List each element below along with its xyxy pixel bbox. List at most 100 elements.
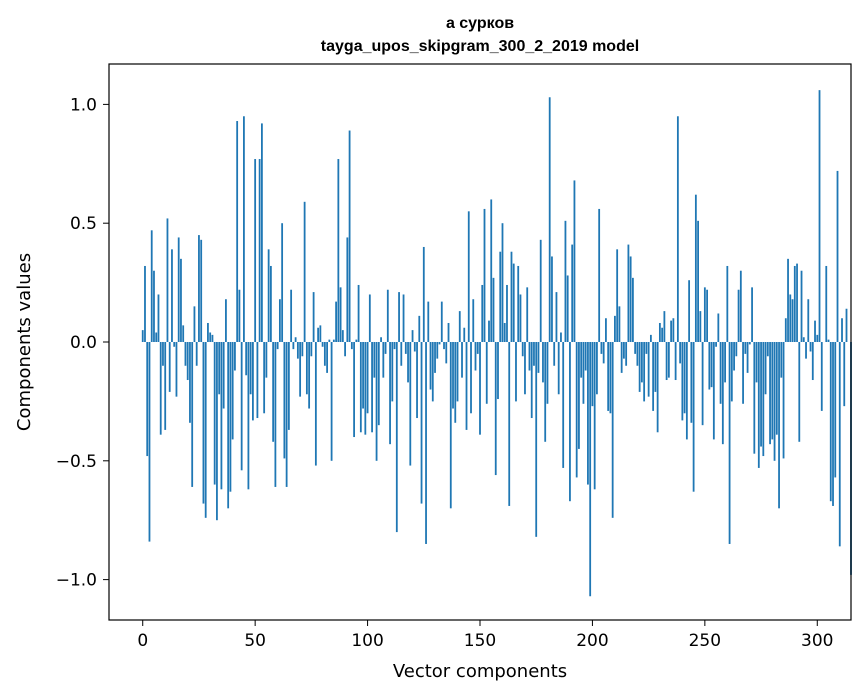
bar-85 bbox=[332, 339, 335, 342]
bar-169 bbox=[521, 342, 524, 357]
bar-214 bbox=[623, 342, 625, 359]
bar-234 bbox=[667, 342, 670, 378]
bar-309 bbox=[836, 170, 839, 342]
bar-178 bbox=[542, 342, 544, 383]
bar-121 bbox=[413, 342, 416, 352]
bar-64 bbox=[285, 342, 288, 487]
bar-255 bbox=[715, 342, 717, 347]
bar-38 bbox=[227, 342, 230, 509]
bar-262 bbox=[730, 342, 733, 402]
bar-16 bbox=[177, 237, 180, 342]
bar-226 bbox=[649, 334, 652, 342]
bar-228 bbox=[654, 342, 657, 392]
bar-294 bbox=[802, 337, 805, 342]
bar-12 bbox=[168, 342, 171, 392]
bar-257 bbox=[719, 342, 722, 404]
bar-200 bbox=[591, 342, 594, 407]
bar-191 bbox=[571, 244, 574, 342]
bar-65 bbox=[287, 342, 290, 430]
bar-190 bbox=[569, 342, 571, 502]
y-tick-label: −1.0 bbox=[56, 571, 97, 591]
x-tick-label: 200 bbox=[576, 631, 608, 651]
bar-231 bbox=[661, 327, 664, 342]
bar-126 bbox=[425, 342, 427, 544]
bar-227 bbox=[652, 342, 655, 411]
bar-201 bbox=[593, 342, 596, 490]
bar-184 bbox=[555, 292, 558, 342]
bar-52 bbox=[258, 159, 261, 342]
bar-22 bbox=[191, 342, 194, 487]
bar-203 bbox=[598, 208, 601, 342]
bar-265 bbox=[737, 289, 740, 342]
bar-83 bbox=[328, 339, 331, 342]
bar-18 bbox=[182, 325, 185, 342]
bar-100 bbox=[366, 342, 369, 414]
bar-118 bbox=[407, 342, 409, 383]
bar-27 bbox=[202, 342, 205, 504]
bar-140 bbox=[456, 342, 459, 402]
bar-135 bbox=[445, 342, 448, 364]
bar-261 bbox=[728, 342, 731, 544]
bar-155 bbox=[490, 199, 493, 342]
bar-160 bbox=[501, 223, 504, 342]
bar-98 bbox=[362, 342, 364, 409]
bar-171 bbox=[526, 287, 529, 342]
bar-150 bbox=[479, 342, 481, 435]
bar-168 bbox=[519, 294, 522, 342]
bar-41 bbox=[234, 342, 236, 371]
bar-161 bbox=[503, 322, 506, 342]
bar-253 bbox=[710, 342, 713, 388]
bar-291 bbox=[796, 263, 798, 342]
bar-306 bbox=[829, 342, 832, 502]
bar-284 bbox=[780, 342, 783, 378]
bar-9 bbox=[162, 342, 164, 366]
bar-235 bbox=[670, 320, 673, 342]
bar-79 bbox=[319, 325, 322, 342]
bar-82 bbox=[326, 342, 328, 373]
bar-58 bbox=[272, 342, 275, 442]
bar-28 bbox=[204, 342, 207, 518]
bar-278 bbox=[766, 342, 769, 357]
bar-241 bbox=[683, 342, 686, 414]
bar-147 bbox=[472, 299, 475, 342]
bar-295 bbox=[805, 342, 807, 359]
bar-210 bbox=[614, 315, 616, 342]
bar-296 bbox=[807, 299, 810, 342]
bar-218 bbox=[632, 277, 634, 342]
bar-75 bbox=[310, 342, 313, 357]
x-axis: 0 50 100 150 200 250 300 bbox=[137, 620, 833, 651]
bar-68 bbox=[294, 337, 297, 342]
bar-217 bbox=[629, 256, 632, 342]
bar-102 bbox=[371, 342, 373, 433]
bar-55 bbox=[265, 342, 268, 378]
bar-63 bbox=[283, 342, 286, 459]
bar-232 bbox=[663, 311, 666, 342]
bar-105 bbox=[377, 342, 380, 426]
bar-281 bbox=[773, 342, 776, 461]
y-axis: −1.0 −0.5 0.0 0.5 1.0 bbox=[56, 95, 109, 591]
bar-189 bbox=[566, 275, 569, 342]
bar-207 bbox=[607, 342, 610, 411]
bar-256 bbox=[717, 313, 720, 342]
bar-250 bbox=[703, 287, 706, 342]
bar-43 bbox=[238, 289, 241, 342]
y-tick-label: 1.0 bbox=[70, 95, 97, 115]
bar-286 bbox=[784, 318, 787, 342]
bar-179 bbox=[544, 342, 547, 442]
bar-144 bbox=[465, 342, 468, 430]
bar-84 bbox=[330, 342, 333, 461]
bar-101 bbox=[368, 294, 371, 342]
bar-157 bbox=[494, 342, 497, 476]
bar-87 bbox=[337, 159, 340, 342]
bar-159 bbox=[499, 251, 502, 342]
bar-48 bbox=[249, 342, 252, 395]
bar-195 bbox=[580, 342, 583, 378]
bar-259 bbox=[724, 342, 726, 383]
bar-124 bbox=[420, 342, 423, 504]
bar-11 bbox=[166, 218, 169, 342]
bar-172 bbox=[528, 342, 531, 371]
x-tick-label: 50 bbox=[244, 631, 266, 651]
bar-212 bbox=[618, 306, 621, 342]
bar-72 bbox=[303, 201, 306, 342]
x-tick-label: 150 bbox=[464, 631, 496, 651]
